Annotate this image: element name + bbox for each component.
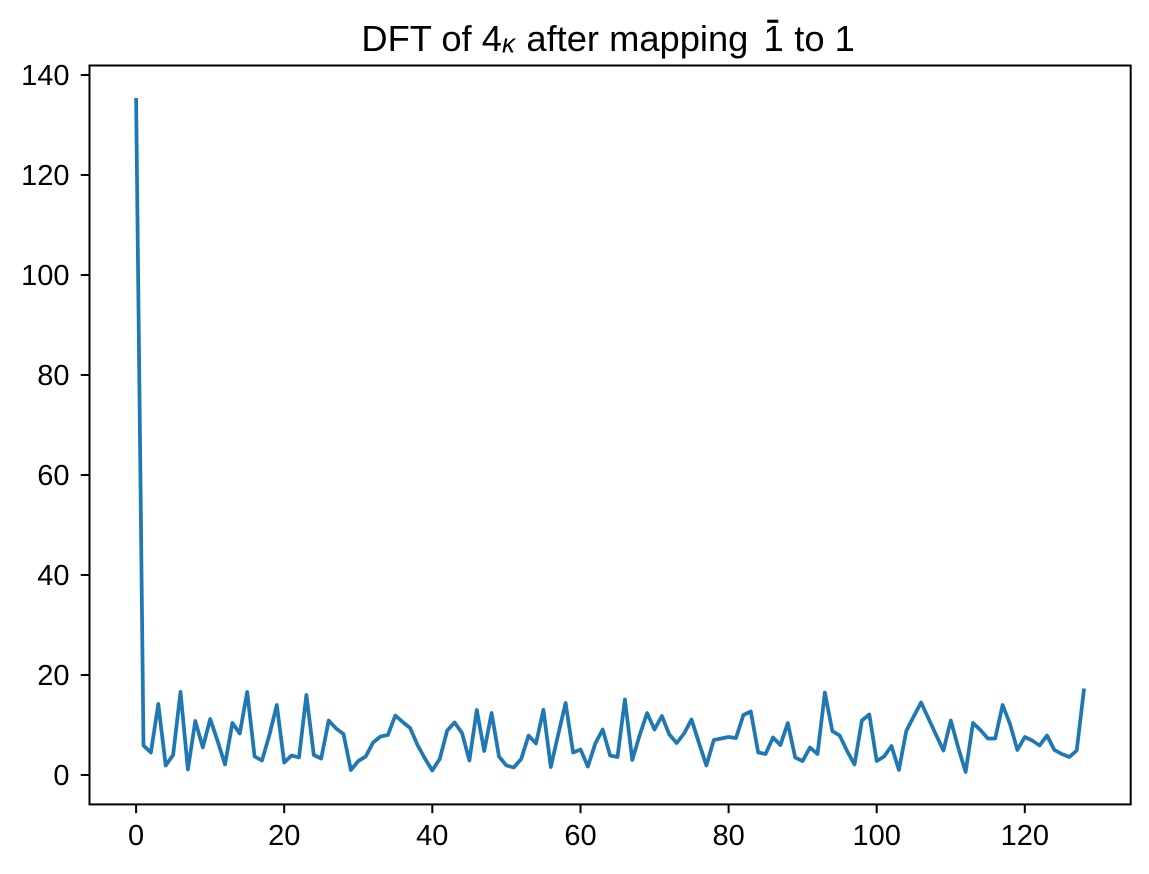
svg-text:120: 120: [21, 160, 69, 192]
svg-text:0: 0: [128, 820, 144, 852]
svg-text:100: 100: [853, 820, 901, 852]
svg-text:120: 120: [1001, 820, 1049, 852]
svg-text:140: 140: [21, 60, 69, 92]
svg-text:40: 40: [416, 820, 448, 852]
svg-text:60: 60: [564, 820, 596, 852]
svg-text:0: 0: [53, 760, 69, 792]
svg-text:after mapping: after mapping: [526, 18, 748, 59]
svg-text:1: 1: [764, 18, 784, 59]
svg-text:40: 40: [37, 560, 69, 592]
svg-text:80: 80: [37, 360, 69, 392]
svg-text:100: 100: [21, 260, 69, 292]
svg-text:60: 60: [37, 460, 69, 492]
svg-text:20: 20: [37, 660, 69, 692]
svg-text:20: 20: [268, 820, 300, 852]
svg-text:to 1: to 1: [794, 18, 855, 59]
svg-text:κ: κ: [502, 29, 517, 59]
svg-text:80: 80: [712, 820, 744, 852]
svg-text:DFT of 4: DFT of 4: [361, 18, 502, 59]
